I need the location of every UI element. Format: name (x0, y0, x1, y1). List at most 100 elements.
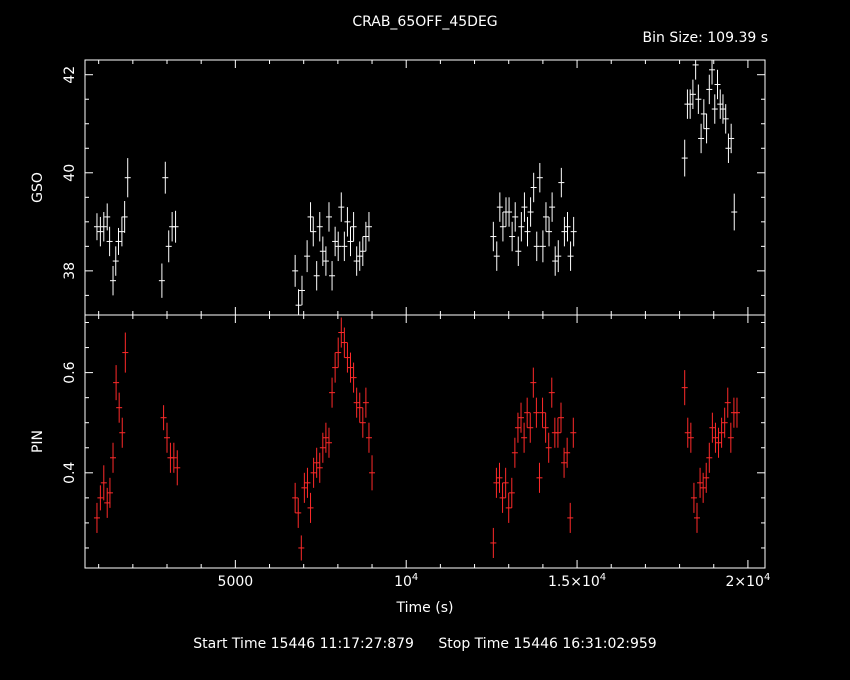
pin-data-point (325, 427, 332, 458)
gso-data-point (530, 172, 537, 203)
pin-data-point (681, 370, 688, 406)
pin-frame (84, 314, 766, 569)
gso-data-point (307, 202, 314, 232)
pin-data-point (356, 392, 363, 423)
x-tick-label: 5000 (218, 574, 254, 590)
pin-data-point (307, 492, 314, 523)
pin-data-point (539, 397, 546, 428)
pin-data-point (97, 485, 104, 511)
pin-data-point (548, 377, 555, 408)
pin-panel (93, 317, 740, 561)
pin-data-point (106, 477, 113, 508)
gso-data-point (518, 212, 525, 242)
pin-data-point (727, 422, 734, 453)
pin-data-point (335, 337, 342, 368)
gso-data-point (359, 236, 366, 266)
gso-data-point (158, 263, 165, 298)
pin-data-point (164, 422, 171, 453)
gso-data-point (706, 74, 713, 105)
gso-data-point (118, 216, 125, 247)
gso-data-point (121, 200, 128, 233)
pin-data-point (527, 412, 534, 443)
gso-data-point (521, 192, 528, 222)
gso-data-point (93, 213, 100, 241)
gso-data-point (344, 207, 351, 237)
pin-data-point (298, 535, 305, 561)
pin-data-point (530, 367, 537, 398)
gso-data-point (100, 212, 107, 242)
start-time-label: Start Time 15446 11:17:27:879 (193, 636, 414, 652)
gso-data-point (316, 212, 323, 242)
gso-y-tick-label: 40 (62, 164, 78, 182)
pin-data-point (292, 482, 299, 513)
gso-data-point (110, 265, 117, 296)
pin-data-point (110, 442, 117, 473)
gso-data-point (506, 197, 513, 227)
gso-data-point (564, 212, 571, 242)
gso-data-point (714, 69, 721, 100)
pin-data-point (359, 407, 366, 438)
pin-data-point (703, 462, 710, 493)
pin-data-point (338, 317, 345, 348)
pin-data-point (542, 412, 549, 443)
pin-data-point (558, 402, 564, 433)
gso-data-point (341, 231, 348, 262)
gso-data-point (329, 261, 336, 291)
pin-data-point (174, 450, 181, 486)
pin-data-point (341, 327, 348, 358)
pin-data-point (329, 377, 336, 408)
pin-data-point (304, 467, 311, 498)
pin-data-point (508, 477, 515, 508)
pin-data-point (496, 462, 503, 493)
gso-data-point (570, 216, 577, 247)
pin-data-point (310, 457, 317, 488)
pin-data-point (684, 417, 691, 448)
gso-data-point (304, 240, 311, 273)
pin-data-point (694, 502, 700, 533)
pin-data-point (505, 492, 512, 523)
gso-data-point (115, 227, 122, 255)
gso-frame (84, 59, 766, 316)
gso-data-point (162, 161, 169, 194)
pin-data-point (113, 365, 120, 401)
gso-data-point (362, 221, 369, 252)
chart-title: CRAB_65OFF_45DEG (352, 14, 498, 30)
gso-data-point (325, 202, 332, 232)
gso-data-point (350, 212, 357, 242)
gso-data-point (533, 231, 540, 262)
gso-data-point (313, 261, 320, 291)
gso-data-point (310, 216, 317, 247)
gso-data-point (356, 241, 363, 271)
x-tick-label: 1.5×104 (548, 572, 606, 590)
gso-data-point (298, 275, 305, 306)
pin-data-point (502, 467, 509, 498)
pin-data-point (536, 462, 543, 493)
pin-data-point (160, 405, 167, 431)
pin-data-point (490, 527, 497, 558)
gso-data-point (493, 241, 500, 271)
pin-data-point (344, 342, 351, 373)
gso-data-point (509, 221, 516, 252)
pin-data-point (350, 362, 357, 393)
gso-data-point (322, 246, 329, 276)
pin-data-point (170, 442, 177, 473)
pin-data-point (100, 465, 107, 501)
gso-data-point (527, 197, 534, 227)
pin-data-point (369, 455, 376, 491)
x-axis-label: Time (s) (396, 600, 454, 616)
gso-data-point (172, 210, 179, 243)
pin-data-point (554, 417, 561, 448)
pin-data-point (570, 417, 577, 448)
gso-data-point (347, 226, 354, 257)
gso-data-point (165, 230, 172, 263)
pin-data-point (319, 432, 326, 463)
gso-data-point (552, 246, 559, 276)
pin-y-tick-label: 0.6 (62, 361, 78, 383)
pin-data-point (365, 422, 372, 453)
pin-points (93, 317, 740, 561)
gso-points (93, 60, 738, 315)
pin-data-point (521, 422, 528, 453)
gso-data-point (515, 236, 522, 266)
pin-data-point (524, 397, 531, 428)
pin-data-point (712, 422, 719, 453)
